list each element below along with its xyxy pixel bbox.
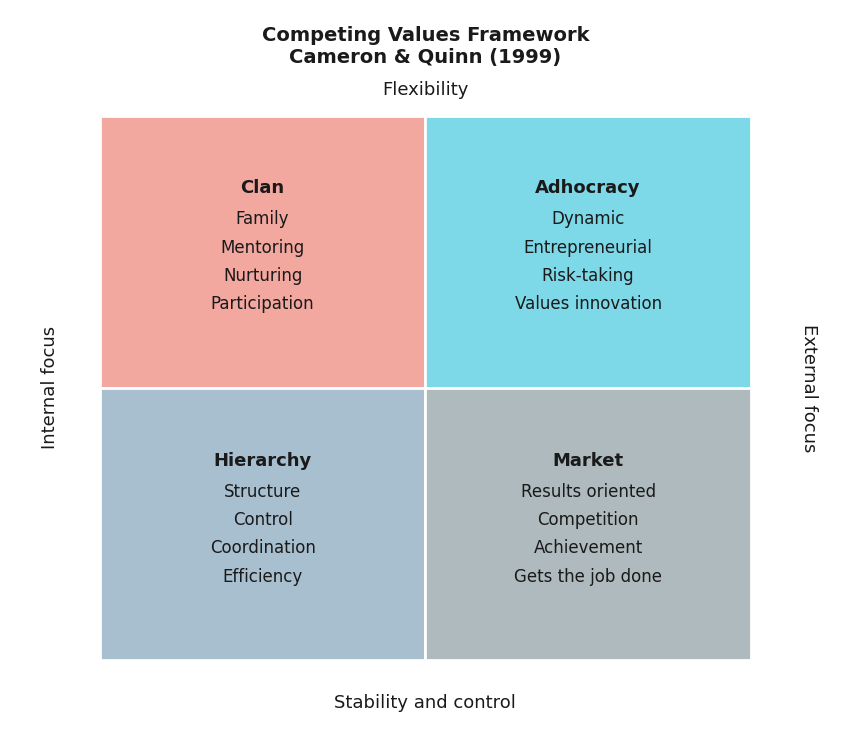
Text: Structure: Structure [224,483,301,501]
Text: Clan: Clan [240,179,285,197]
Bar [100,116,425,388]
Text: Risk-taking: Risk-taking [542,267,635,285]
Text: Flexibility: Flexibility [382,81,469,98]
Text: Values innovation: Values innovation [515,295,661,313]
Text: Gets the job done: Gets the job done [514,568,662,586]
Text: Efficiency: Efficiency [222,568,303,586]
Text: Entrepreneurial: Entrepreneurial [523,239,653,257]
Text: Family: Family [236,210,289,228]
Text: Adhocracy: Adhocracy [536,179,641,197]
Text: Competing Values Framework: Competing Values Framework [261,26,589,45]
Text: Stability and control: Stability and control [334,694,516,712]
Text: External focus: External focus [800,324,819,452]
Text: Hierarchy: Hierarchy [214,451,312,469]
Text: Participation: Participation [211,295,314,313]
Text: Mentoring: Mentoring [220,239,305,257]
Text: Competition: Competition [537,511,639,529]
Bar [425,116,751,388]
Bar [425,388,751,660]
Text: Nurturing: Nurturing [223,267,302,285]
Text: Results oriented: Results oriented [521,483,655,501]
Text: Cameron & Quinn (1999): Cameron & Quinn (1999) [289,48,562,67]
Text: Dynamic: Dynamic [551,210,625,228]
Text: Control: Control [233,511,293,529]
Text: Achievement: Achievement [534,539,642,557]
Text: Market: Market [553,451,623,469]
Bar [100,388,425,660]
Text: Internal focus: Internal focus [41,326,59,450]
Text: Coordination: Coordination [210,539,315,557]
